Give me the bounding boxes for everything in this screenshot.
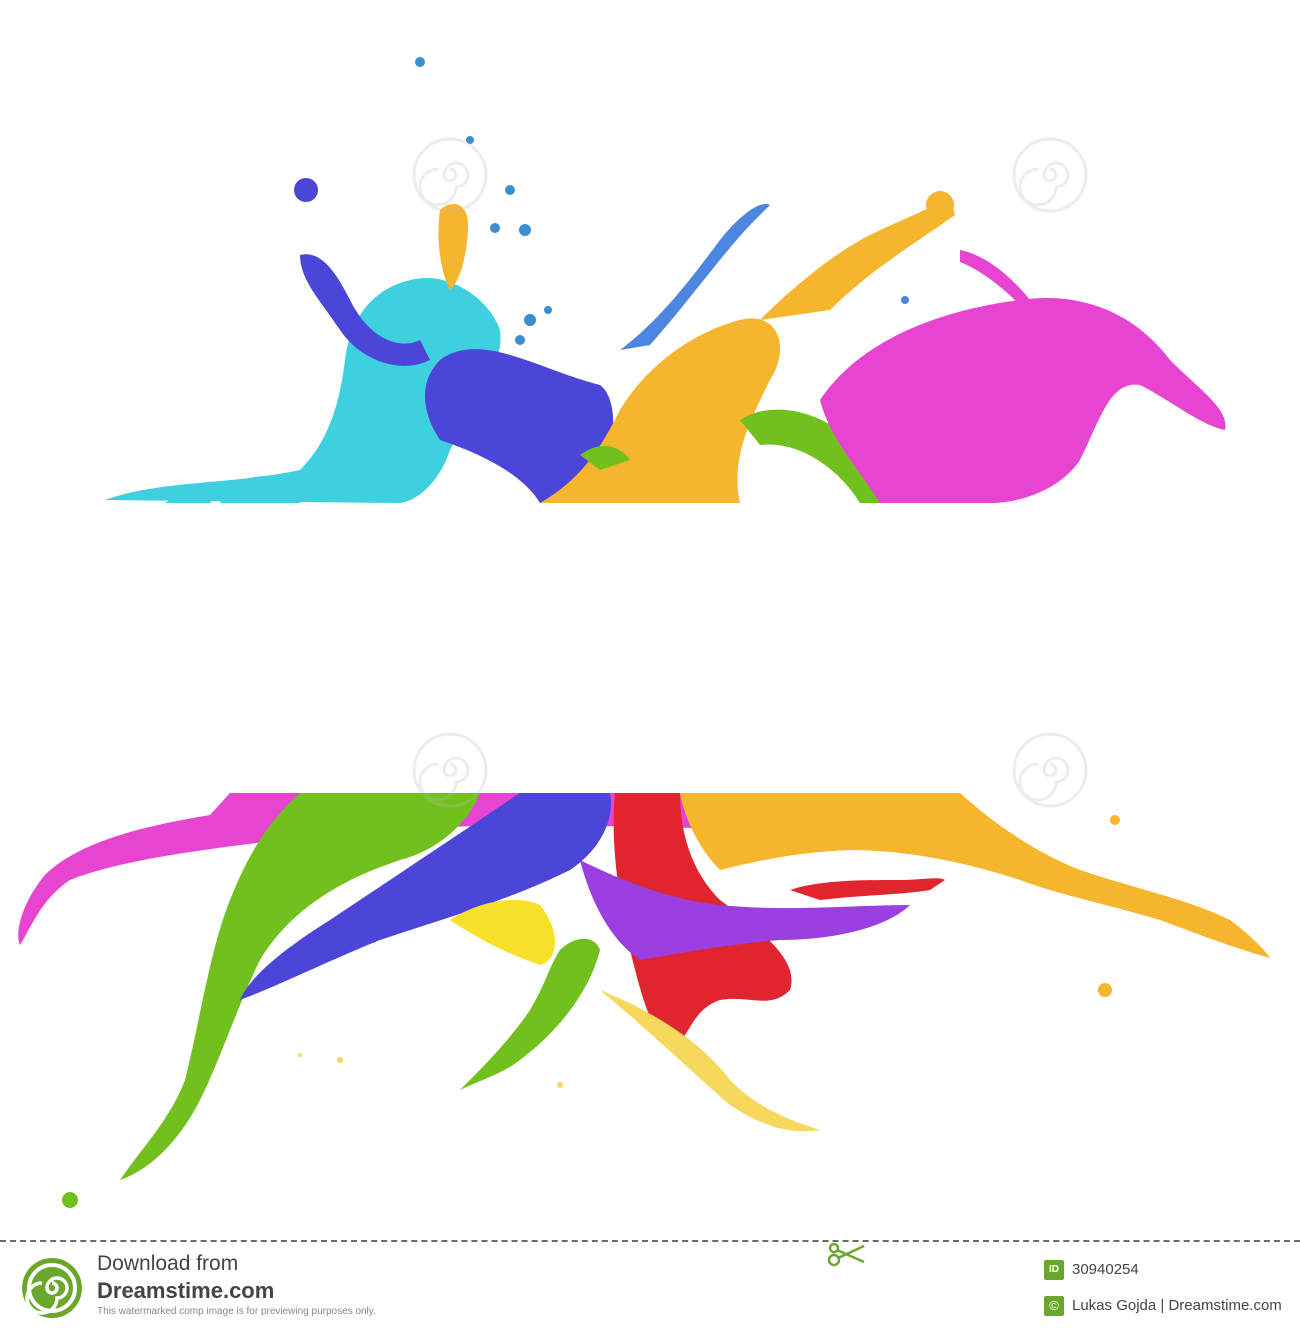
id-badge: ID — [1044, 1260, 1064, 1280]
top-paint-splash — [105, 57, 1226, 503]
scissors-icon — [827, 1242, 865, 1267]
watermark-spiral-icon — [1012, 137, 1088, 213]
spiral-logo-icon — [22, 1258, 82, 1318]
bottom-paint-splash — [18, 793, 1270, 1208]
paint-splash-illustration — [18, 57, 1270, 1208]
watermark-spiral-icon — [412, 137, 488, 213]
watermark-spiral-icon — [412, 732, 488, 808]
download-from-label: Download from — [97, 1252, 239, 1275]
photographer-credit: Lukas Gojda | Dreamstime.com — [1072, 1297, 1282, 1314]
download-footer: Download from Dreamstime.com This waterm… — [0, 1240, 1300, 1331]
image-id: 30940254 — [1072, 1261, 1139, 1278]
watermark-disclaimer: This watermarked comp image is for previ… — [97, 1306, 376, 1317]
brand-name[interactable]: Dreamstime.com — [97, 1278, 275, 1303]
copyright-icon: © — [1044, 1296, 1064, 1316]
stock-photo — [18, 57, 1270, 1208]
watermark-spiral-icon — [1012, 732, 1088, 808]
